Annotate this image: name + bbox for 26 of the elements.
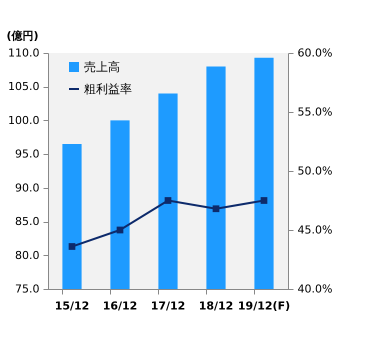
y-tick-label: 90.0 <box>15 181 40 194</box>
point <box>68 243 76 250</box>
x-tick-label: 19/12(F) <box>238 300 290 312</box>
y-tick-label: 110.0 <box>8 46 40 60</box>
y2-tick-label: 45.0% <box>298 224 332 236</box>
y-tick-label: 85.0 <box>15 215 40 228</box>
y-tick-label: 100.0 <box>8 114 40 127</box>
y-tick-label: 80.0 <box>15 248 40 262</box>
x-tick-label: 16/12 <box>102 300 138 312</box>
x-tick-label: 18/12 <box>198 300 234 312</box>
legend-label: 粗利益率 <box>84 82 132 96</box>
y2-tick-label: 60.0% <box>298 46 332 60</box>
y-tick-label: 75.0 <box>15 282 40 296</box>
y2-tick-label: 55.0% <box>298 106 332 118</box>
y-tick-label: 95.0 <box>15 148 40 161</box>
y2-tick-label: 50.0% <box>298 164 332 178</box>
point <box>212 205 220 212</box>
x-tick-label: 15/12 <box>54 300 90 312</box>
point <box>116 226 124 234</box>
y2-tick-label: 40.0% <box>298 282 332 296</box>
legend-label: 売上高 <box>84 60 120 74</box>
y-axis-title: (億円) <box>6 30 39 42</box>
y-tick-label: 105.0 <box>8 80 40 94</box>
point <box>260 197 268 204</box>
x-tick-label: 17/12 <box>150 300 186 312</box>
point <box>164 197 172 204</box>
